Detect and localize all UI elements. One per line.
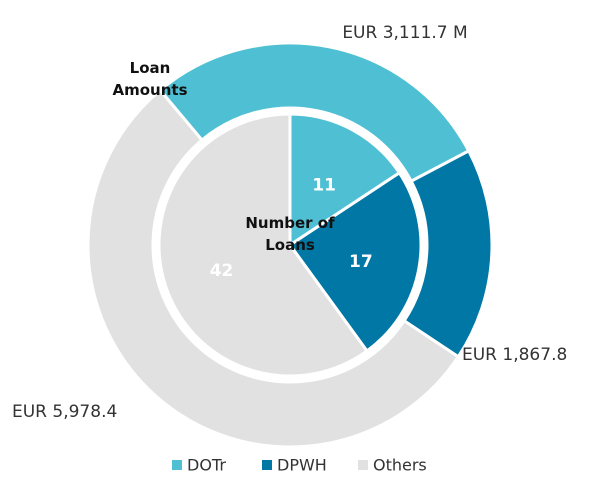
value-label: EUR 1,867.8 — [462, 345, 567, 365]
pie-slice — [157, 112, 370, 378]
outer-title: Loan Amounts — [112, 59, 188, 99]
legend-label: DPWH — [277, 456, 327, 475]
value-label: 17 — [349, 252, 373, 272]
legend-label: DOTr — [187, 456, 226, 475]
legend-swatch — [172, 460, 182, 470]
donut-slice — [158, 41, 471, 184]
pie-slice — [287, 170, 423, 354]
donut-slice — [86, 88, 461, 449]
legend-swatch — [358, 460, 368, 470]
value-label: 42 — [210, 261, 234, 281]
legend-swatch — [262, 460, 272, 470]
legend-label: Others — [373, 456, 427, 475]
inner-title: Number of Loans — [245, 214, 335, 254]
value-label: EUR 3,111.7 M — [342, 23, 467, 43]
value-label: EUR 5,978.4 — [12, 402, 117, 422]
value-label: 11 — [312, 176, 336, 196]
pie-slice — [288, 112, 402, 248]
